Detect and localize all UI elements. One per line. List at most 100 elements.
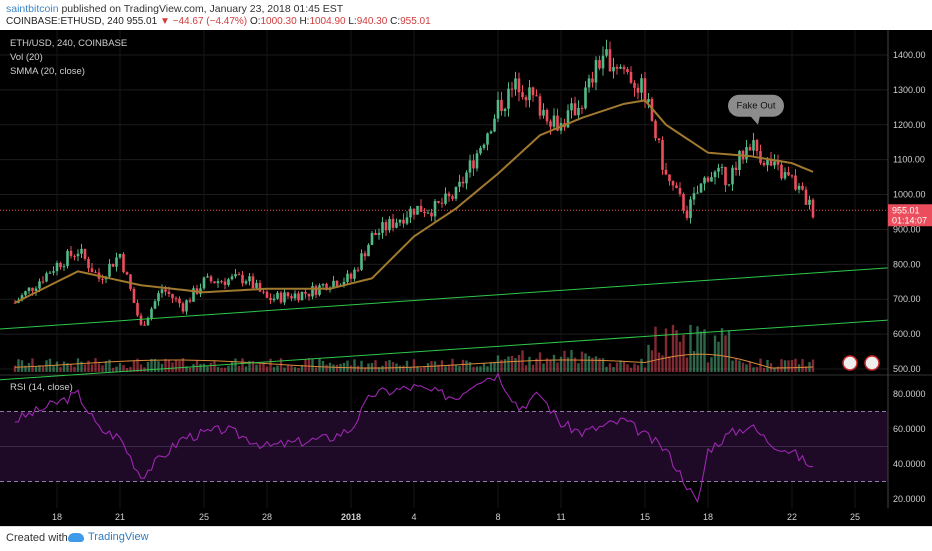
volume-bar [619,360,622,372]
candle-body [720,166,724,168]
candle-body [734,167,738,170]
open-label: O: [249,16,261,27]
candle-body [794,175,797,190]
candle-body [311,286,314,297]
tradingview-brand: TradingView [88,531,149,543]
volume-bar [510,356,514,372]
volume-bar [349,365,353,372]
candle-body [202,277,206,289]
chart-canvas[interactable]: Fake Out 500.00 600.00 700.00 800.00 900.00 1… [0,30,932,526]
candle-body [489,131,493,134]
volume-bar [283,367,286,372]
time-tick-label: 18 [52,512,62,522]
candle-body [349,273,353,279]
rsi-tick-label: 20.0000 [893,494,926,504]
volume-bar [482,363,486,372]
volume-bar [776,366,780,372]
volume-bar [94,358,97,372]
volume-bar [706,362,710,372]
candle-body [433,200,437,217]
candle-body [132,288,136,303]
volume-bar [752,367,755,372]
author-link[interactable]: saintbitcoin [6,3,59,15]
volume-bar [206,366,209,372]
price-tick-label: 800.00 [893,259,921,269]
candle-body [587,78,591,88]
volume-bar [682,334,685,372]
candle-body [692,193,696,200]
candle-body [699,183,703,193]
volume-bar [293,367,297,372]
candle-body [335,280,339,287]
volume-bar [598,358,601,372]
price-change: ▼ −44.67 (−4.47%) [159,16,248,27]
published-text: published on TradingView.com, January 23… [61,3,344,15]
candle-body [671,181,675,186]
candle-body [745,147,748,160]
candle-body [55,262,59,272]
candle-body [615,66,619,69]
tradingview-logo[interactable]: TradingView [68,531,149,543]
candle-body [321,284,325,286]
volume-bar [258,364,262,372]
volume-bar [34,366,38,372]
volume-bar [580,351,584,372]
candle-body [447,193,451,197]
volume-bar [528,356,531,372]
volume-bar [132,360,136,372]
chart-area[interactable]: Fake Out 500.00 600.00 700.00 800.00 900.00 1… [0,30,932,526]
volume-bar [444,366,447,372]
annotation-text: Fake Out [736,101,775,112]
candle-body [94,272,97,274]
candle-body [552,115,556,127]
candle-body [73,255,76,257]
candle-body [185,300,188,312]
volume-bar [244,366,248,372]
candle-body [804,189,808,205]
axes: 500.00600.00700.00800.00900.001000.00110… [52,30,932,522]
volume-bar [661,355,664,372]
volume-bar [745,364,748,372]
volume-bar [279,358,283,372]
event-flag-icon [842,355,858,371]
volume-bar [601,358,605,372]
volume-bar [209,362,213,372]
candle-body [538,96,542,116]
time-tick-label: 25 [199,512,209,522]
volume-bar [363,367,367,372]
volume-bar [199,364,202,372]
volume-bar [727,330,731,372]
rsi-tick-label: 80.0000 [893,389,926,399]
candle-body [52,271,55,273]
volume-bar [738,360,741,372]
candle-body [776,161,780,165]
last-price: 955.01 [126,16,158,27]
close-label: C: [390,16,401,27]
time-tick-label: 4 [411,512,416,522]
volume-bar [181,358,185,372]
candle-body [738,150,741,170]
volume-bar [374,360,377,372]
candle-body [314,286,318,295]
volume-bar [412,359,416,372]
volume-bar [227,365,230,372]
candle-body [503,108,507,112]
candle-body [780,164,783,179]
volume-bar [577,363,580,372]
volume-bar [545,358,549,372]
volume-bar [111,367,115,372]
candle-body [220,281,223,283]
volume-bar [59,367,62,372]
price-plot-bg [0,30,888,375]
volume-bar [297,367,300,372]
volume-bar [755,366,759,372]
candle-body [696,192,699,194]
candle-body [45,273,48,282]
volume-bar [556,362,559,372]
volume-bar [535,358,538,372]
volume-bar [454,364,458,372]
candle-body [76,253,80,257]
candle-body [108,263,111,277]
volume-bar [69,363,73,372]
candle-body [223,281,227,285]
